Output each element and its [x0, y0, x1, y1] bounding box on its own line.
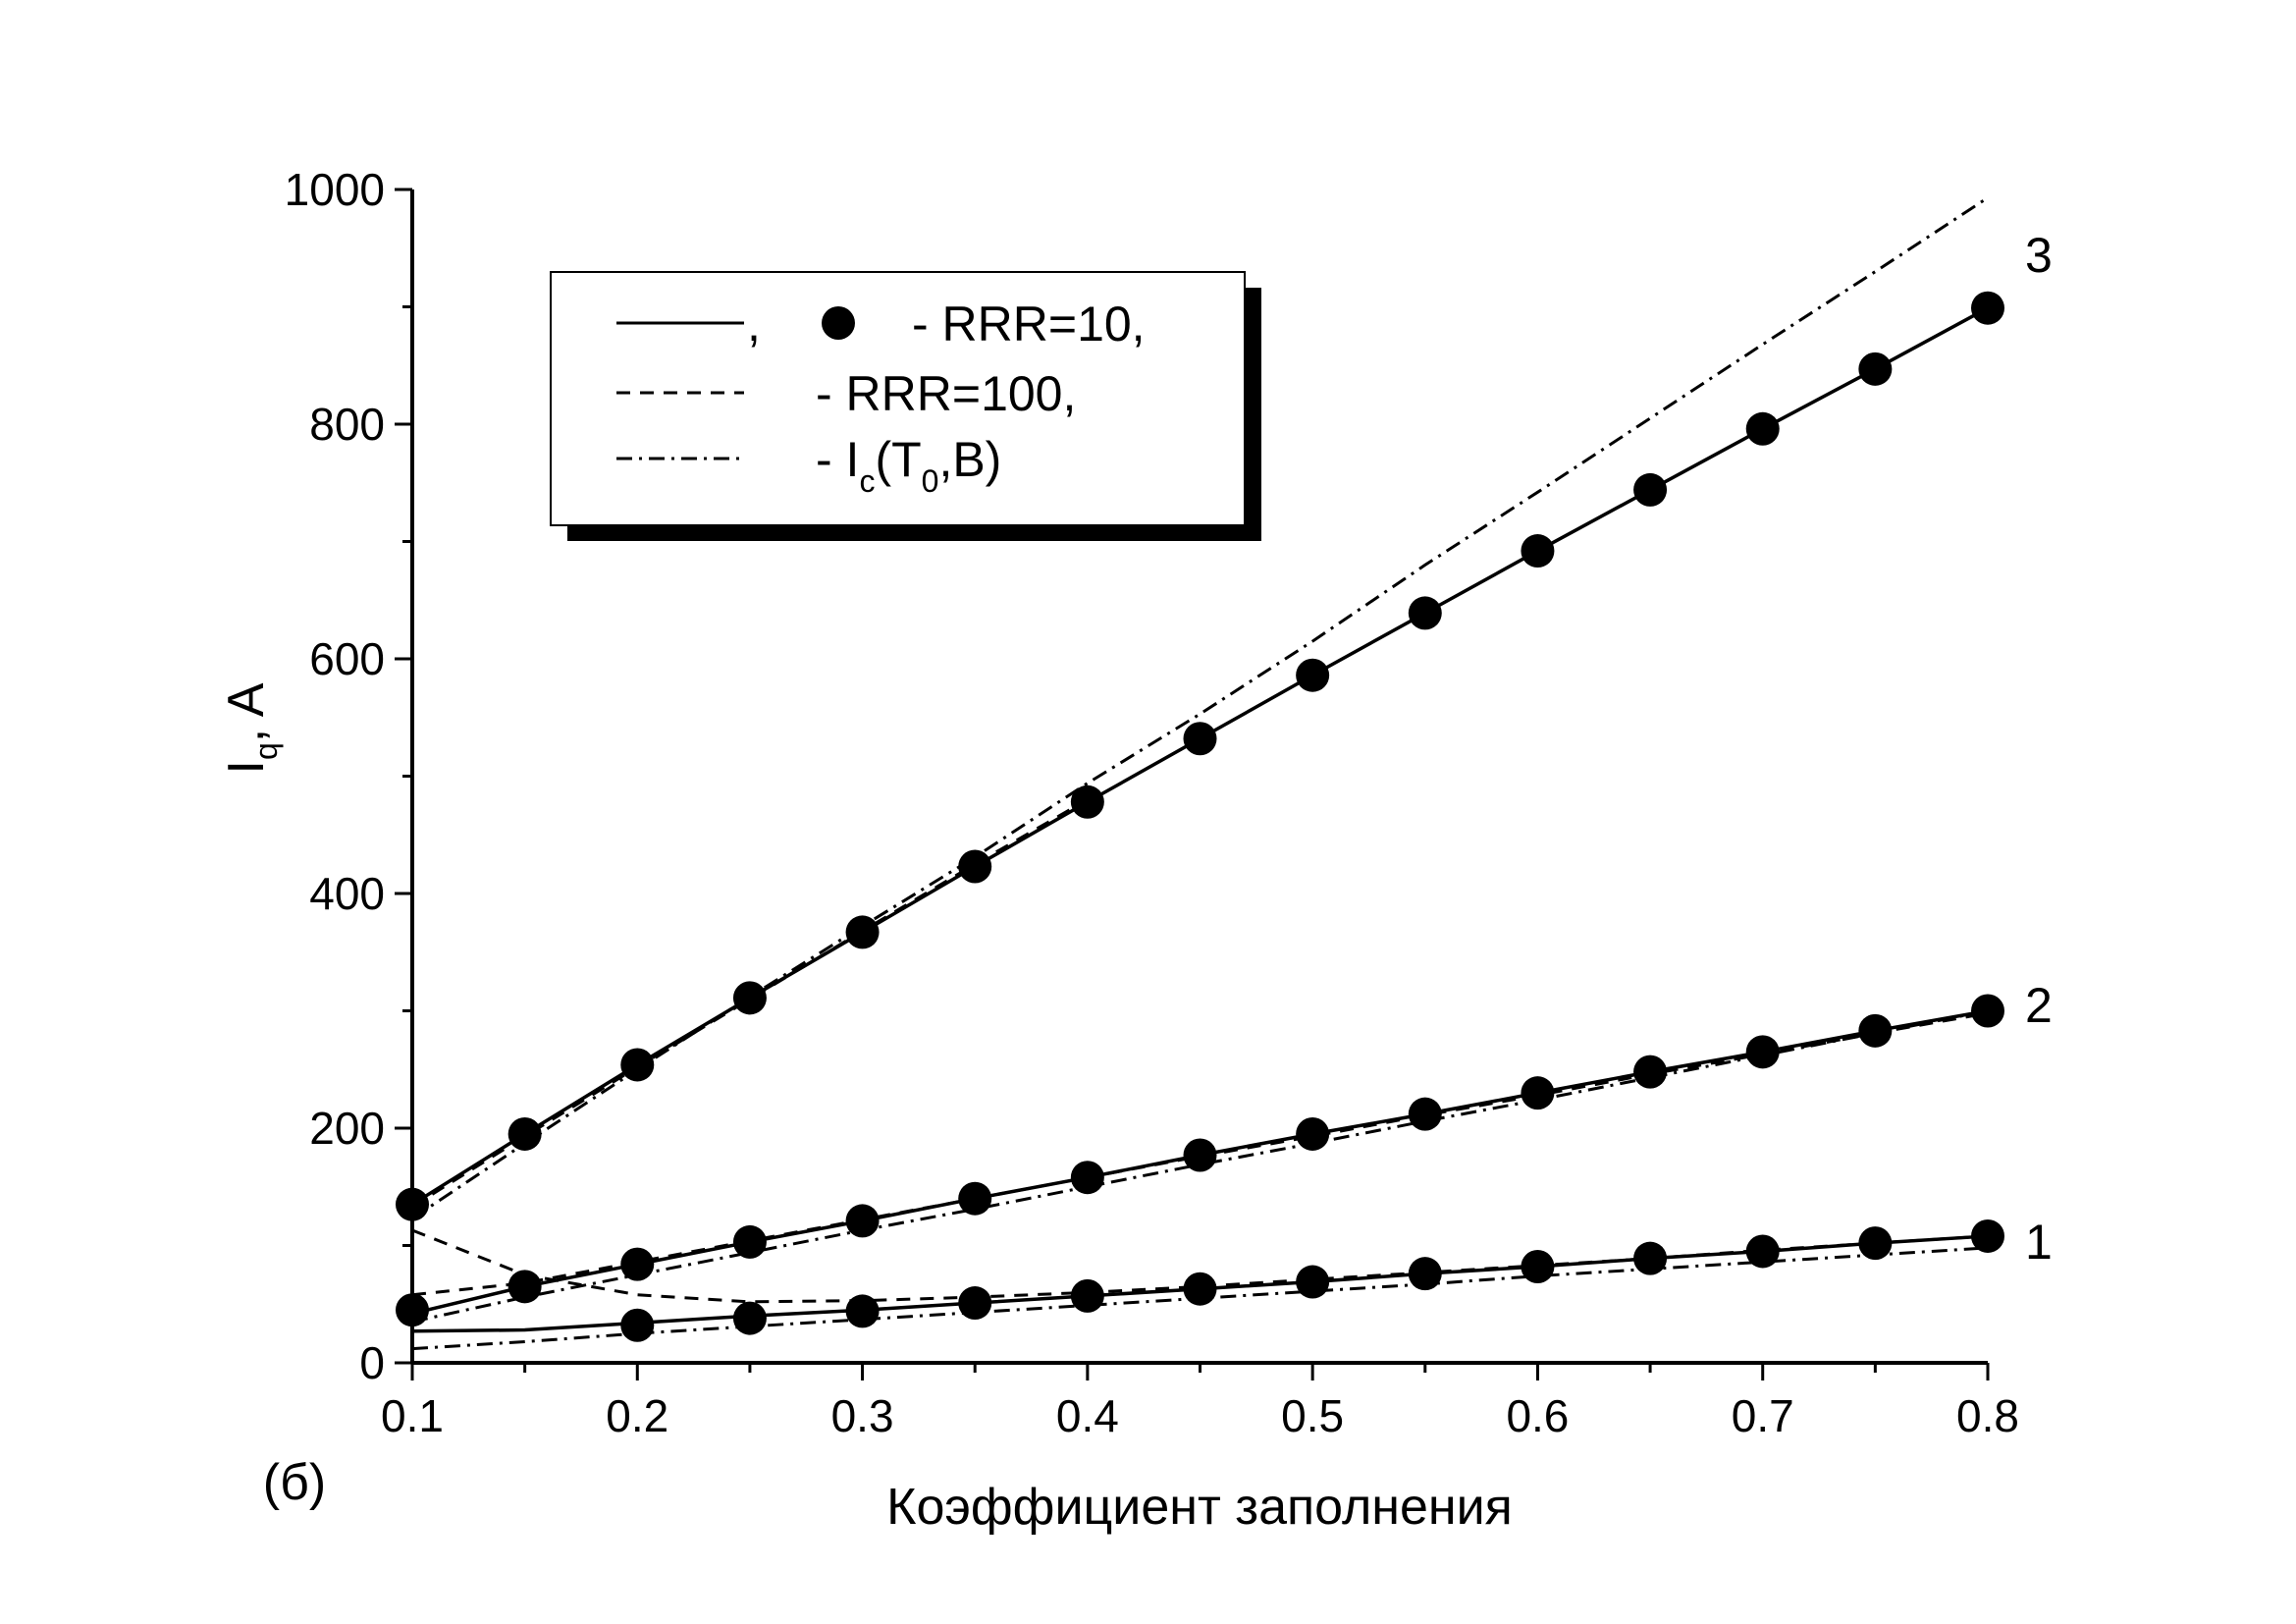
data-point-group-3	[732, 981, 767, 1015]
data-point-group-2	[1858, 1013, 1893, 1048]
data-point-group-1	[1070, 1278, 1104, 1313]
legend-entry-rrr10: - RRR=10,	[912, 297, 1146, 352]
curve-label-3: 3	[2025, 228, 2053, 283]
legend-entry-ic: - Ic(T0,B)	[816, 432, 1001, 499]
panel-label: (б)	[263, 1454, 326, 1511]
legend: , - RRR=10, - RRR=100, - Ic(T0,B)	[550, 271, 1261, 541]
data-point-group-2	[1183, 1138, 1217, 1172]
data-point-group-3	[845, 915, 880, 949]
y-tick-label: 200	[309, 1103, 385, 1154]
legend-marker-sample	[822, 306, 855, 340]
data-point-group-3	[1745, 411, 1780, 446]
y-ticks: 0 200 400 600 800 1000	[285, 164, 412, 1388]
legend-entry-rrr100: - RRR=100,	[816, 366, 1076, 421]
y-tick-label: 0	[359, 1337, 385, 1388]
x-tick-label: 0.2	[606, 1390, 668, 1441]
marker-layer	[396, 291, 2004, 1342]
data-point-group-1	[732, 1301, 767, 1335]
series-layer	[411, 196, 1989, 1351]
x-tick-label: 0.4	[1056, 1390, 1119, 1441]
data-point-group-2	[845, 1204, 880, 1238]
data-point-group-1	[845, 1294, 880, 1328]
data-point-group-3	[620, 1048, 655, 1082]
data-point-group-2	[1633, 1055, 1668, 1089]
data-point-group-2	[396, 1293, 429, 1327]
data-point-group-2	[958, 1181, 992, 1216]
data-point-group-2	[1745, 1035, 1780, 1069]
data-point-group-3	[1971, 291, 2004, 325]
data-point-group-2	[1971, 994, 2004, 1028]
x-tick-label: 0.5	[1281, 1390, 1344, 1441]
data-point-group-1	[1971, 1218, 2004, 1253]
data-point-group-2	[1408, 1097, 1442, 1131]
data-point-group-1	[620, 1308, 655, 1342]
data-point-group-2	[1296, 1116, 1330, 1151]
data-point-group-3	[1633, 472, 1668, 507]
data-point-group-1	[1521, 1250, 1555, 1284]
data-point-group-1	[1858, 1226, 1893, 1261]
x-tick-label: 0.6	[1506, 1390, 1569, 1441]
curve-label-2: 2	[2025, 978, 2053, 1033]
data-point-group-1	[1183, 1272, 1217, 1306]
data-point-group-3	[1521, 534, 1555, 568]
data-point-group-1	[1408, 1257, 1442, 1291]
data-point-group-3	[1183, 722, 1217, 756]
data-point-group-2	[507, 1270, 542, 1304]
curve-label-1: 1	[2025, 1215, 2053, 1270]
x-tick-label: 0.3	[831, 1390, 894, 1441]
legend-ic-mid: (T	[875, 432, 921, 487]
data-point-group-3	[1408, 596, 1442, 630]
data-point-group-1	[958, 1286, 992, 1321]
y-tick-label: 600	[309, 633, 385, 684]
x-tick-label: 0.8	[1956, 1390, 2019, 1441]
legend-ic-sub-c: c	[859, 463, 875, 499]
x-ticks: 0.1 0.2 0.3 0.4 0.5 0.6 0.7 0.8	[381, 1363, 2019, 1441]
y-tick-label: 400	[309, 868, 385, 919]
x-tick-label: 0.7	[1732, 1390, 1794, 1441]
legend-box	[550, 271, 1246, 526]
x-tick-label: 0.1	[381, 1390, 444, 1441]
y-axis-title-sub: q	[248, 742, 284, 760]
data-point-group-3	[396, 1187, 429, 1221]
y-tick-label: 800	[309, 399, 385, 450]
data-point-group-3	[1858, 352, 1893, 386]
data-point-group-2	[620, 1247, 655, 1281]
series-line-rrr100-group-2	[411, 1011, 1989, 1297]
series-line-ic-group-2	[411, 1009, 1989, 1324]
y-axis-title-rest: , A	[218, 682, 275, 742]
y-axis-title: Iq, A	[218, 682, 284, 774]
data-point-group-1	[1296, 1265, 1330, 1299]
data-point-group-2	[1521, 1076, 1555, 1110]
x-axis-title: Коэффициент заполнения	[886, 1479, 1513, 1536]
axes: 0.1 0.2 0.3 0.4 0.5 0.6 0.7 0.8 0 200 400 600 800 10…	[285, 164, 2019, 1441]
data-point-group-3	[507, 1116, 542, 1151]
y-tick-label: 1000	[285, 164, 385, 215]
legend-ic-sub-0: 0	[922, 463, 939, 499]
data-point-group-2	[732, 1224, 767, 1259]
data-point-group-3	[1296, 658, 1330, 692]
data-point-group-1	[1633, 1241, 1668, 1275]
data-point-group-3	[958, 849, 992, 884]
y-axis-title-main: I	[218, 760, 275, 774]
legend-ic-suffix: ,B)	[938, 432, 1001, 487]
data-point-group-1	[1745, 1234, 1780, 1269]
data-point-group-2	[1070, 1161, 1104, 1195]
legend-ic-prefix: - I	[816, 432, 859, 487]
legend-comma: ,	[747, 297, 761, 352]
data-point-group-3	[1070, 785, 1104, 819]
